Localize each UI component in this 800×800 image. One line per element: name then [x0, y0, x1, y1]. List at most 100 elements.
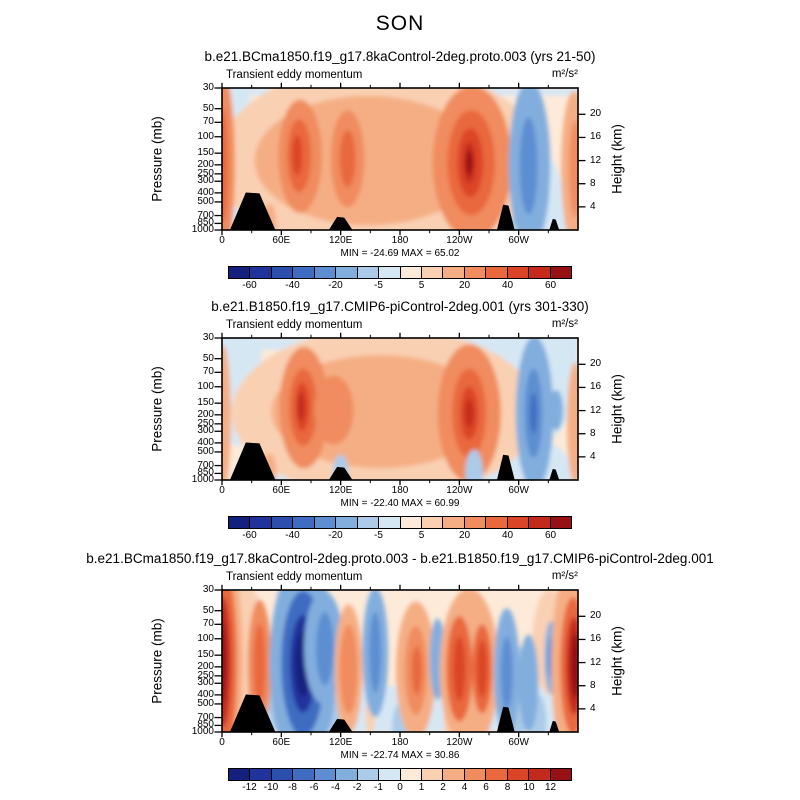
- pressure-tick-label: 100: [197, 380, 214, 392]
- colorbar-box: [271, 769, 294, 780]
- pressure-tick-label: 500: [197, 195, 214, 207]
- colorbar-tick-label: 5: [418, 530, 425, 541]
- pressure-tick-label: 250: [197, 417, 214, 429]
- colorbar-box: [357, 267, 380, 278]
- pressure-tick-label: 30: [202, 82, 214, 93]
- pressure-tick-label: 1000: [191, 474, 214, 485]
- colorbar-tick-label: -40: [285, 530, 300, 541]
- colorbar-box: [357, 517, 380, 528]
- colorbar-box: [421, 769, 444, 780]
- colorbar-box: [314, 267, 337, 278]
- lon-tick-label: 120E: [328, 235, 353, 246]
- pressure-tick-label: 300: [197, 425, 214, 437]
- height-tick-label: 12: [590, 154, 602, 166]
- pressure-tick-label: 70: [202, 618, 214, 630]
- lon-tick-label: 60W: [508, 737, 529, 748]
- lon-tick-label: 60E: [272, 235, 291, 246]
- colorbar-box: [250, 267, 272, 278]
- colorbar-box: [400, 517, 422, 528]
- colorbar-box: [336, 769, 358, 780]
- colorbar-tick-label: -10: [263, 782, 279, 793]
- colorbar-tick-label: 8: [504, 782, 511, 793]
- height-tick-label: 12: [590, 404, 602, 416]
- colorbar-box: [421, 517, 444, 528]
- colorbar-tick-label: 20: [458, 280, 471, 291]
- pressure-tick-label: 150: [197, 649, 214, 661]
- field-label: Transient eddy momentum: [226, 319, 363, 331]
- height-tick-label: 20: [590, 108, 602, 120]
- lon-tick-label: 60E: [272, 485, 291, 496]
- colorbar-box: [271, 517, 294, 528]
- pressure-tick-label: 500: [197, 697, 214, 709]
- colorbar-box: [357, 769, 380, 780]
- contour-plot: [214, 332, 586, 486]
- panel-title: b.e21.B1850.f19_g17.CMIP6-piControl-2deg…: [211, 299, 589, 314]
- units-label: m²/s²: [551, 318, 578, 330]
- height-tick-label: 8: [590, 177, 596, 189]
- colorbar-box: [229, 267, 251, 278]
- colorbar-box: [529, 517, 551, 528]
- colorbar-tick-label: 0: [397, 782, 403, 793]
- pressure-tick-label: 200: [197, 158, 214, 170]
- colorbar-box: [443, 517, 465, 528]
- pressure-tick-label: 400: [197, 436, 214, 448]
- pressure-tick-label: 70: [202, 116, 214, 128]
- colorbar: [228, 266, 572, 279]
- pressure-tick-label: 300: [197, 677, 214, 689]
- pressure-tick-label: 100: [197, 130, 214, 142]
- pressure-tick-label: 250: [197, 669, 214, 681]
- height-tick-label: 12: [590, 656, 602, 668]
- pressure-tick-label: 150: [197, 397, 214, 409]
- lon-tick-label: 180: [391, 485, 409, 496]
- colorbar-tick-label: 10: [523, 782, 535, 793]
- colorbar-box: [486, 517, 508, 528]
- pressure-tick-label: 30: [202, 584, 214, 595]
- height-tick-label: 8: [590, 427, 596, 439]
- colorbar-box: [443, 769, 465, 780]
- panel-title: b.e21.BCma1850.f19_g17.8kaControl-2deg.p…: [204, 49, 596, 64]
- colorbar-tick-label: -20: [328, 280, 343, 291]
- colorbar-tick-label: -60: [242, 530, 257, 541]
- height-tick-label: 8: [590, 679, 596, 691]
- minmax-stats: MIN = -24.69 MAX = 65.02: [340, 248, 460, 259]
- pressure-tick-label: 50: [202, 604, 214, 616]
- colorbar-tick-label: 40: [501, 280, 514, 291]
- pressure-tick-label: 400: [197, 688, 214, 700]
- colorbar-box: [271, 267, 294, 278]
- pressure-tick-label: 700: [197, 459, 214, 471]
- field-label: Transient eddy momentum: [226, 571, 363, 583]
- colorbar-tick-label: -1: [374, 782, 383, 793]
- height-tick-label: 16: [590, 131, 602, 143]
- colorbar-tick-label: 60: [544, 530, 557, 541]
- height-tick-label: 20: [590, 610, 602, 622]
- pressure-tick-label: 1000: [191, 726, 214, 737]
- colorbar-tick-label: 5: [418, 280, 425, 291]
- colorbar-box: [250, 769, 272, 780]
- colorbar-tick-label: -2: [352, 782, 362, 793]
- colorbar-box: [229, 769, 251, 780]
- colorbar-tick-label: -5: [374, 280, 383, 291]
- colorbar-box: [314, 517, 337, 528]
- colorbar-box: [486, 267, 508, 278]
- field-label: Transient eddy momentum: [226, 69, 363, 81]
- minmax-stats: MIN = -22.74 MAX = 30.86: [340, 750, 460, 761]
- colorbar-tick-label: 20: [458, 530, 471, 541]
- colorbar-box: [464, 769, 487, 780]
- colorbar-box: [250, 517, 272, 528]
- lon-tick-label: 60W: [508, 235, 529, 246]
- lon-tick-label: 120W: [446, 235, 473, 246]
- height-tick-label: 20: [590, 358, 602, 370]
- pressure-tick-label: 850: [197, 467, 214, 479]
- colorbar-tick-label: 1: [418, 782, 425, 793]
- pressure-tick-label: 500: [197, 445, 214, 457]
- colorbar-box: [379, 267, 401, 278]
- colorbar-box: [507, 267, 530, 278]
- pressure-tick-label: 700: [197, 711, 214, 723]
- colorbar-box: [486, 769, 508, 780]
- colorbar-box: [443, 267, 465, 278]
- pressure-tick-label: 300: [197, 175, 214, 187]
- colorbar-tick-label: 40: [501, 530, 514, 541]
- colorbar-tick-label: -4: [331, 782, 340, 793]
- colorbar-tick-label: -20: [328, 530, 343, 541]
- colorbar-tick-label: -8: [288, 782, 297, 793]
